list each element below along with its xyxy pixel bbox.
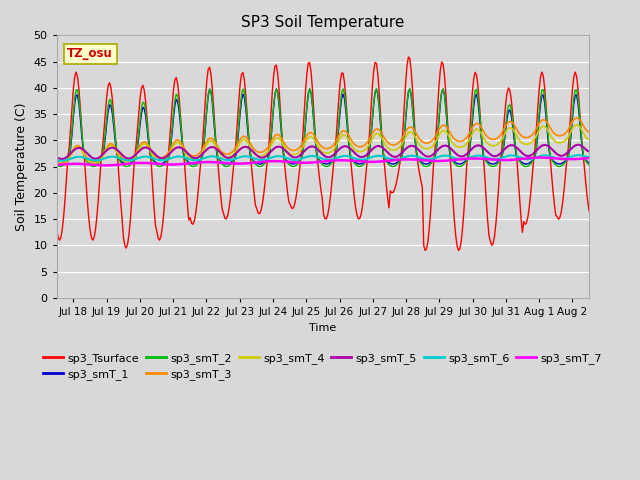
sp3_Tsurface [404,54,412,60]
sp3_smT_3 [328,144,336,149]
Text: TZ_osu: TZ_osu [67,47,113,60]
sp3_smT_7 [536,155,544,160]
sp3_smT_1 [515,156,522,162]
sp3_smT_6 [574,152,582,158]
sp3_smT_4 [573,122,580,128]
sp3_smT_7 [585,155,593,161]
sp3_smT_1 [584,159,591,165]
sp3_smT_4 [328,148,336,154]
sp3_Tsurface [88,235,95,240]
sp3_smT_1 [323,161,330,167]
sp3_Tsurface [326,192,334,198]
sp3_smT_6 [584,154,591,160]
X-axis label: Time: Time [309,323,337,333]
sp3_smT_3 [573,115,580,121]
sp3_smT_4 [56,162,63,168]
sp3_smT_7 [328,158,336,164]
sp3_smT_4 [72,144,80,150]
sp3_smT_7 [584,155,591,161]
sp3_smT_3 [584,129,591,134]
sp3_smT_1 [435,117,443,122]
sp3_smT_6 [57,158,65,164]
sp3_smT_4 [585,137,593,143]
sp3_smT_4 [584,136,591,142]
sp3_Tsurface [584,199,591,204]
sp3_smT_7 [513,156,521,162]
sp3_Tsurface [434,105,442,110]
sp3_smT_2 [515,156,522,162]
sp3_smT_2 [306,86,314,92]
Line: sp3_smT_1: sp3_smT_1 [57,89,589,164]
sp3_smT_2 [71,95,79,100]
sp3_smT_6 [585,154,593,160]
sp3_smT_2 [585,162,593,168]
sp3_smT_2 [330,158,337,164]
sp3_Tsurface [454,248,462,253]
sp3_smT_6 [328,156,336,162]
sp3_smT_1 [53,160,61,166]
sp3_smT_3 [513,127,521,132]
Line: sp3_smT_3: sp3_smT_3 [57,118,589,163]
Line: sp3_smT_7: sp3_smT_7 [57,157,589,166]
Legend: sp3_Tsurface, sp3_smT_1, sp3_smT_2, sp3_smT_3, sp3_smT_4, sp3_smT_5, sp3_smT_6, : sp3_Tsurface, sp3_smT_1, sp3_smT_2, sp3_… [39,348,607,384]
sp3_smT_3 [89,158,97,164]
Line: sp3_smT_4: sp3_smT_4 [57,125,589,165]
Y-axis label: Soil Temperature (C): Soil Temperature (C) [15,102,28,231]
sp3_smT_2 [53,162,61,168]
sp3_smT_7 [88,162,95,168]
sp3_smT_5 [434,147,442,153]
sp3_smT_2 [435,114,443,120]
sp3_smT_2 [323,164,330,169]
sp3_smT_6 [53,158,61,164]
Line: sp3_smT_6: sp3_smT_6 [57,155,589,161]
sp3_Tsurface [585,208,593,214]
sp3_smT_4 [434,135,442,141]
sp3_smT_7 [71,161,79,167]
sp3_smT_1 [585,160,593,166]
sp3_smT_1 [71,100,79,106]
sp3_Tsurface [515,175,522,181]
sp3_smT_5 [585,149,593,155]
sp3_smT_6 [513,154,521,159]
sp3_smT_5 [574,142,582,148]
sp3_smT_7 [53,162,61,168]
sp3_smT_6 [72,154,80,160]
sp3_smT_1 [330,157,337,163]
sp3_smT_3 [53,160,61,166]
sp3_smT_5 [53,155,61,161]
sp3_smT_5 [328,153,336,159]
sp3_smT_5 [72,146,80,152]
sp3_smT_7 [102,163,109,168]
sp3_smT_3 [585,129,593,135]
sp3_smT_5 [513,145,521,151]
Title: SP3 Soil Temperature: SP3 Soil Temperature [241,15,404,30]
sp3_smT_2 [88,163,95,169]
sp3_smT_4 [513,133,521,139]
sp3_smT_5 [89,155,97,161]
sp3_smT_2 [584,161,591,167]
sp3_Tsurface [53,227,61,232]
Line: sp3_Tsurface: sp3_Tsurface [57,57,589,251]
sp3_smT_3 [434,130,442,135]
sp3_smT_7 [434,158,442,164]
sp3_smT_6 [89,157,97,163]
sp3_smT_1 [88,161,95,167]
Line: sp3_smT_2: sp3_smT_2 [57,89,589,167]
sp3_smT_5 [58,156,66,162]
sp3_smT_3 [72,143,80,149]
sp3_smT_3 [57,160,65,166]
sp3_smT_1 [306,86,314,92]
sp3_smT_4 [53,162,61,168]
sp3_smT_4 [89,160,97,166]
Line: sp3_smT_5: sp3_smT_5 [57,145,589,159]
sp3_smT_6 [434,155,442,160]
sp3_Tsurface [71,73,79,79]
sp3_smT_5 [584,148,591,154]
